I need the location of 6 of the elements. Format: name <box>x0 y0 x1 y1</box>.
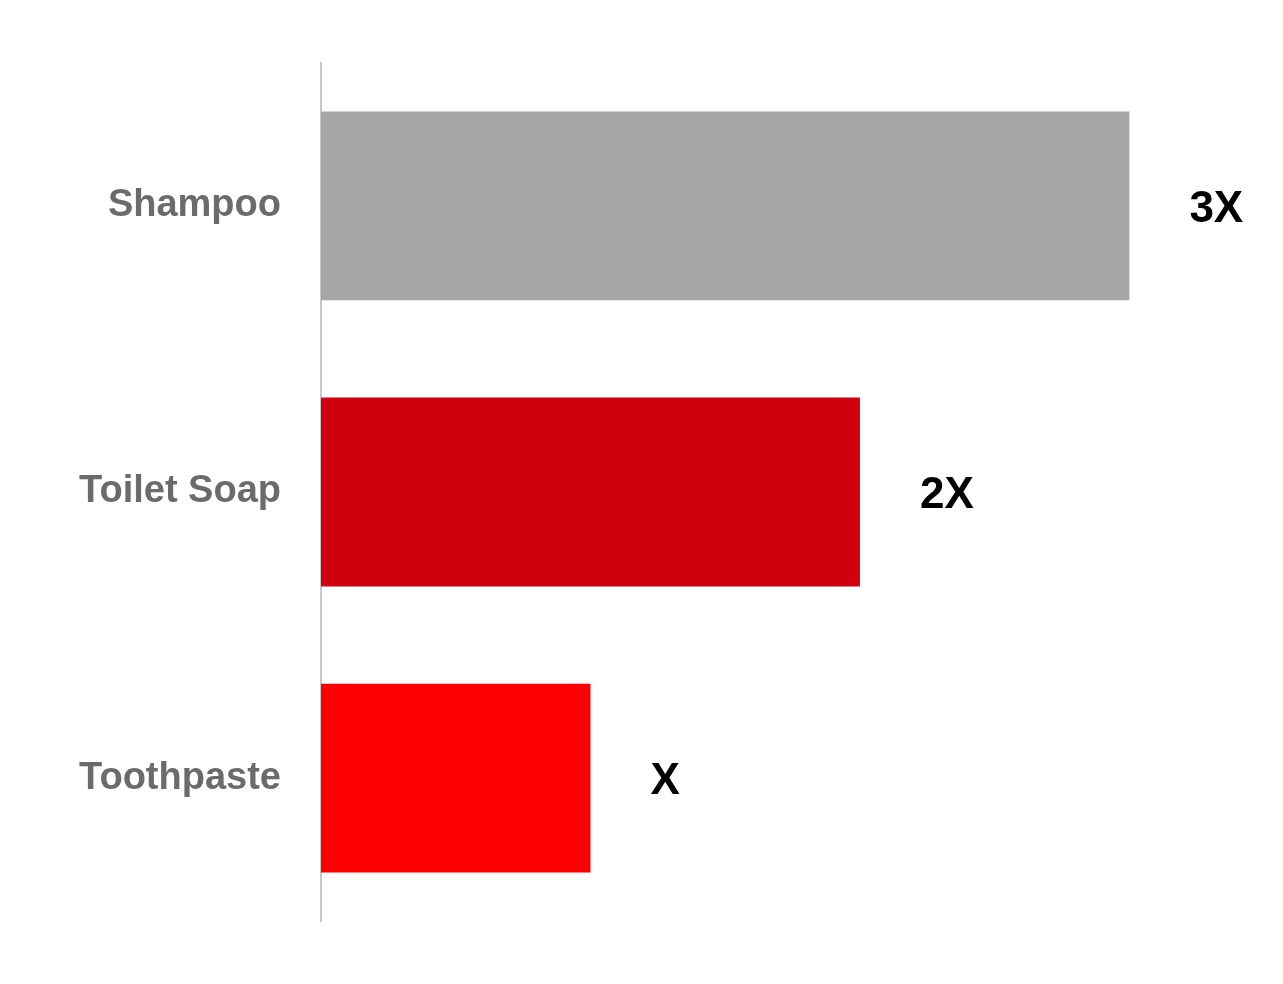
y-tick-label: Shampoo <box>107 182 281 225</box>
data-label: 3X <box>1189 182 1244 232</box>
y-tick-label: Toilet Soap <box>79 468 281 511</box>
y-tick-label: Toothpaste <box>79 754 281 797</box>
data-label: X <box>650 754 680 804</box>
data-label: 2X <box>919 468 974 518</box>
